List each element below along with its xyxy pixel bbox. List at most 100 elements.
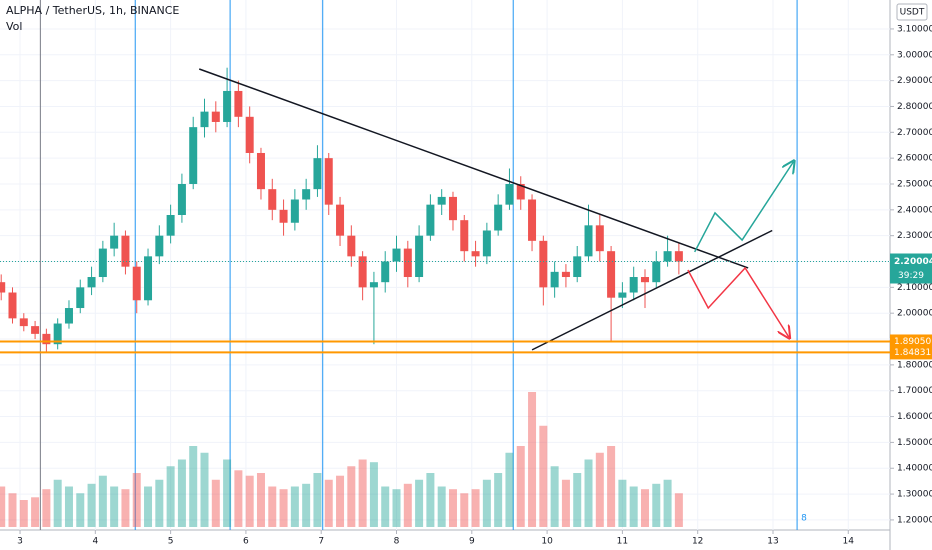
volume-bar (415, 479, 424, 527)
volume-bar (629, 486, 638, 527)
candle-body (42, 333, 51, 345)
volume-bar (674, 493, 683, 527)
volume-bar (471, 489, 480, 527)
volume-bar (144, 486, 153, 527)
y-tick-label: 1.60000 (897, 412, 932, 422)
x-tick-label: 13 (767, 537, 778, 547)
volume-bar (245, 475, 254, 527)
volume-bar (640, 489, 649, 527)
candle-body (302, 189, 311, 200)
x-tick-label: 9 (469, 537, 475, 547)
trend-line (694, 162, 794, 253)
volume-bar (0, 486, 6, 527)
volume-bar (550, 466, 559, 527)
candle-body (505, 183, 514, 205)
volume-bar (494, 473, 503, 527)
candle-body (132, 266, 141, 301)
candle-body (166, 214, 175, 236)
candle-body (460, 220, 469, 252)
volume-bar (200, 452, 209, 527)
y-tick-label: 1.80000 (897, 360, 932, 370)
y-tick-label: 2.90000 (897, 76, 932, 86)
volume-bar (223, 459, 232, 527)
volume-bar (595, 452, 604, 527)
volume-bar (324, 479, 333, 527)
y-tick-label: 3.10000 (897, 24, 932, 34)
volume-bar (505, 452, 514, 527)
candle-body (87, 277, 96, 288)
volume-bar (42, 489, 51, 527)
y-tick-label: 2.10000 (897, 283, 932, 293)
volume-bar (19, 500, 28, 527)
x-tick-label: 12 (692, 537, 703, 547)
volume-bar (98, 475, 107, 527)
volume-bar (87, 483, 96, 527)
candle-body (403, 248, 412, 278)
price-level-box (890, 334, 932, 349)
candle-body (189, 127, 198, 184)
volume-bar (313, 473, 322, 527)
candle-body (121, 235, 130, 267)
vertical-line-label: 8 (801, 514, 807, 524)
candle-body (223, 90, 232, 122)
volume-bar (189, 446, 198, 527)
candle-body (550, 271, 559, 288)
x-tick-label: 5 (168, 537, 174, 547)
volume-bar (177, 459, 186, 527)
candle-body (324, 158, 333, 205)
volume-bar (336, 475, 345, 527)
volume-bar (53, 479, 62, 527)
last-price-label: 2.20004 (894, 257, 932, 267)
x-tick-label: 6 (243, 537, 249, 547)
price-level-label: 1.84831 (894, 348, 931, 358)
volume-bar (155, 479, 164, 527)
candle-body (358, 256, 367, 288)
volume-bar (652, 483, 661, 527)
candle-body (539, 240, 548, 288)
candle-body (392, 248, 401, 262)
volume-bar (663, 479, 672, 527)
candle-body (313, 158, 322, 190)
candle-body (53, 323, 62, 345)
candle-body (494, 204, 503, 231)
y-tick-label: 1.20000 (897, 515, 932, 525)
candle-body (144, 256, 153, 301)
y-tick-label: 2.70000 (897, 128, 932, 138)
volume-bar (31, 497, 40, 527)
volume-bar (392, 489, 401, 527)
volume-bar (279, 489, 288, 527)
volume-bar (437, 486, 446, 527)
currency-box[interactable] (896, 3, 928, 21)
candle-body (369, 282, 378, 288)
candle-body (98, 248, 107, 278)
volume-bar (76, 493, 85, 527)
volume-bar (358, 459, 367, 527)
last-price-box (890, 253, 932, 284)
x-tick-label: 11 (617, 537, 628, 547)
trend-line (687, 266, 789, 337)
candle-body (663, 251, 672, 262)
y-tick-label: 2.40000 (897, 205, 932, 215)
price-level-label: 1.89050 (894, 337, 931, 347)
candle-body (415, 235, 424, 278)
candle-body (595, 225, 604, 252)
candle-body (437, 196, 446, 205)
candle-body (290, 199, 299, 223)
candle-body (64, 308, 73, 324)
x-tick-label: 10 (541, 537, 553, 547)
candle-body (573, 256, 582, 278)
candle-body (110, 235, 119, 249)
volume-bar (347, 466, 356, 527)
volume-bar (166, 466, 175, 527)
volume-bar (618, 479, 627, 527)
candle-body (200, 111, 209, 128)
trend-line (531, 229, 773, 351)
candle-body (336, 204, 345, 236)
y-tick-label: 2.50000 (897, 179, 932, 189)
candle-body (674, 251, 683, 262)
y-tick-label: 1.30000 (897, 490, 932, 500)
volume-bar (573, 473, 582, 527)
volume-bar (211, 479, 220, 527)
